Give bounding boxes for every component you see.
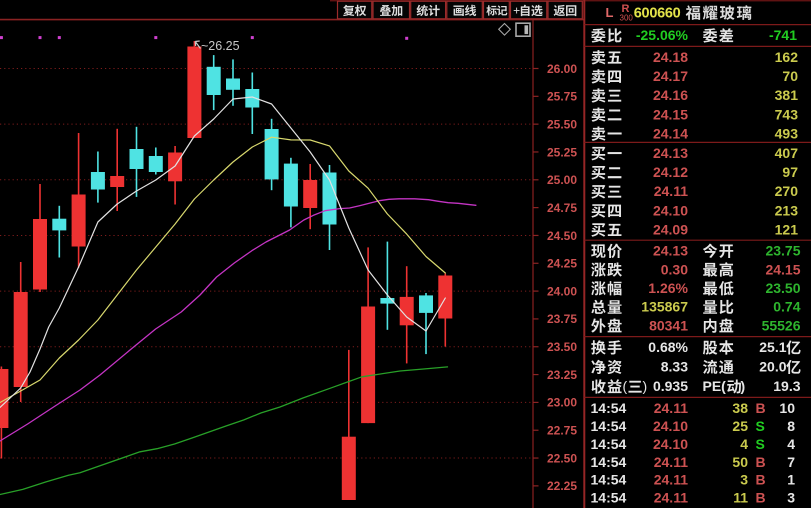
svg-text:38: 38 <box>732 400 748 416</box>
svg-text:24.10: 24.10 <box>653 436 688 452</box>
svg-text:0.935: 0.935 <box>653 378 688 394</box>
svg-text:20.0: 20.0 <box>759 359 786 375</box>
svg-text:14:54: 14:54 <box>591 454 627 470</box>
svg-text:24.12: 24.12 <box>653 164 688 180</box>
svg-text:0.74: 0.74 <box>773 299 800 315</box>
svg-text:~26.25: ~26.25 <box>201 39 240 53</box>
svg-text:743: 743 <box>775 106 799 122</box>
svg-text:24.50: 24.50 <box>547 229 577 243</box>
svg-text:24.00: 24.00 <box>547 284 577 298</box>
svg-text:4: 4 <box>740 436 748 452</box>
svg-text:3: 3 <box>787 490 795 506</box>
svg-text:24.11: 24.11 <box>654 490 688 506</box>
svg-text:4: 4 <box>787 436 795 452</box>
svg-text:97: 97 <box>782 164 798 180</box>
svg-text:600660: 600660 <box>634 6 681 22</box>
svg-text:381: 381 <box>775 87 799 103</box>
svg-text:19.3: 19.3 <box>773 378 800 394</box>
svg-text:23.75: 23.75 <box>547 312 577 326</box>
svg-text:23.00: 23.00 <box>547 396 577 410</box>
svg-text:14:54: 14:54 <box>591 436 627 452</box>
svg-text:80341: 80341 <box>649 317 688 333</box>
svg-text:14:54: 14:54 <box>591 472 627 488</box>
svg-text:10: 10 <box>779 400 795 416</box>
svg-text:8.33: 8.33 <box>661 359 688 375</box>
svg-text:25.50: 25.50 <box>547 118 577 132</box>
svg-text:PE(: PE( <box>703 378 727 394</box>
svg-text:0.30: 0.30 <box>661 261 688 277</box>
svg-text:23.50: 23.50 <box>765 280 800 296</box>
svg-text:): ) <box>643 378 648 394</box>
svg-text:+: + <box>513 4 520 18</box>
svg-text:407: 407 <box>775 145 799 161</box>
svg-text:493: 493 <box>775 125 799 141</box>
svg-text:70: 70 <box>782 68 798 84</box>
svg-text:24.15: 24.15 <box>653 106 688 122</box>
svg-text:24.18: 24.18 <box>653 49 688 65</box>
svg-text:135867: 135867 <box>641 299 688 315</box>
svg-text:R: R <box>622 3 630 15</box>
svg-text:(: ( <box>623 378 628 394</box>
svg-text:25.75: 25.75 <box>547 90 577 104</box>
svg-text:24.11: 24.11 <box>654 472 688 488</box>
svg-text:24.11: 24.11 <box>654 183 688 199</box>
svg-text:50: 50 <box>732 454 748 470</box>
svg-text:162: 162 <box>775 49 799 65</box>
svg-text:24.11: 24.11 <box>654 454 688 470</box>
svg-text:14:54: 14:54 <box>591 490 627 506</box>
svg-text:24.25: 24.25 <box>547 257 577 271</box>
svg-text:25.25: 25.25 <box>547 145 577 159</box>
svg-text:-25.06%: -25.06% <box>636 27 689 43</box>
svg-text:B: B <box>756 490 766 506</box>
svg-text:24.13: 24.13 <box>653 145 688 161</box>
svg-text:11: 11 <box>733 490 748 506</box>
svg-text:24.16: 24.16 <box>653 87 688 103</box>
svg-text:22.50: 22.50 <box>547 451 577 465</box>
svg-text:23.25: 23.25 <box>547 368 577 382</box>
svg-text:24.17: 24.17 <box>653 68 688 84</box>
svg-text:3: 3 <box>740 472 748 488</box>
svg-text:B: B <box>756 454 766 470</box>
svg-text:23.50: 23.50 <box>547 340 577 354</box>
svg-text:24.75: 24.75 <box>547 201 577 215</box>
svg-text:24.14: 24.14 <box>653 125 688 141</box>
svg-text:22.25: 22.25 <box>547 479 577 493</box>
svg-text:1.26%: 1.26% <box>648 280 688 296</box>
svg-text:213: 213 <box>775 202 799 218</box>
svg-text:22.75: 22.75 <box>547 424 577 438</box>
svg-text:121: 121 <box>775 221 799 237</box>
svg-text:25: 25 <box>732 418 748 434</box>
svg-text:300: 300 <box>620 13 634 22</box>
svg-text:24.13: 24.13 <box>653 243 688 259</box>
svg-text:24.10: 24.10 <box>653 202 688 218</box>
svg-text:270: 270 <box>775 183 799 199</box>
svg-text:14:54: 14:54 <box>591 418 627 434</box>
svg-text:14:54: 14:54 <box>591 400 627 416</box>
svg-text:25.00: 25.00 <box>547 173 577 187</box>
svg-text:S: S <box>756 436 765 452</box>
svg-text:7: 7 <box>787 454 795 470</box>
svg-text:0.68%: 0.68% <box>648 339 688 355</box>
svg-text:26.00: 26.00 <box>547 62 577 76</box>
svg-text:24.09: 24.09 <box>653 221 688 237</box>
svg-text:L: L <box>606 5 614 20</box>
svg-text:24.11: 24.11 <box>654 400 688 416</box>
svg-text:S: S <box>756 418 765 434</box>
svg-text:23.75: 23.75 <box>765 243 800 259</box>
svg-text:55526: 55526 <box>762 317 801 333</box>
svg-text:1: 1 <box>787 472 795 488</box>
svg-text:-741: -741 <box>769 27 797 43</box>
svg-text:8: 8 <box>787 418 795 434</box>
svg-text:B: B <box>756 400 766 416</box>
svg-text:24.15: 24.15 <box>765 261 800 277</box>
svg-text:24.10: 24.10 <box>653 418 688 434</box>
svg-text:): ) <box>741 378 746 394</box>
svg-text:25.1: 25.1 <box>759 339 786 355</box>
svg-text:B: B <box>756 472 766 488</box>
